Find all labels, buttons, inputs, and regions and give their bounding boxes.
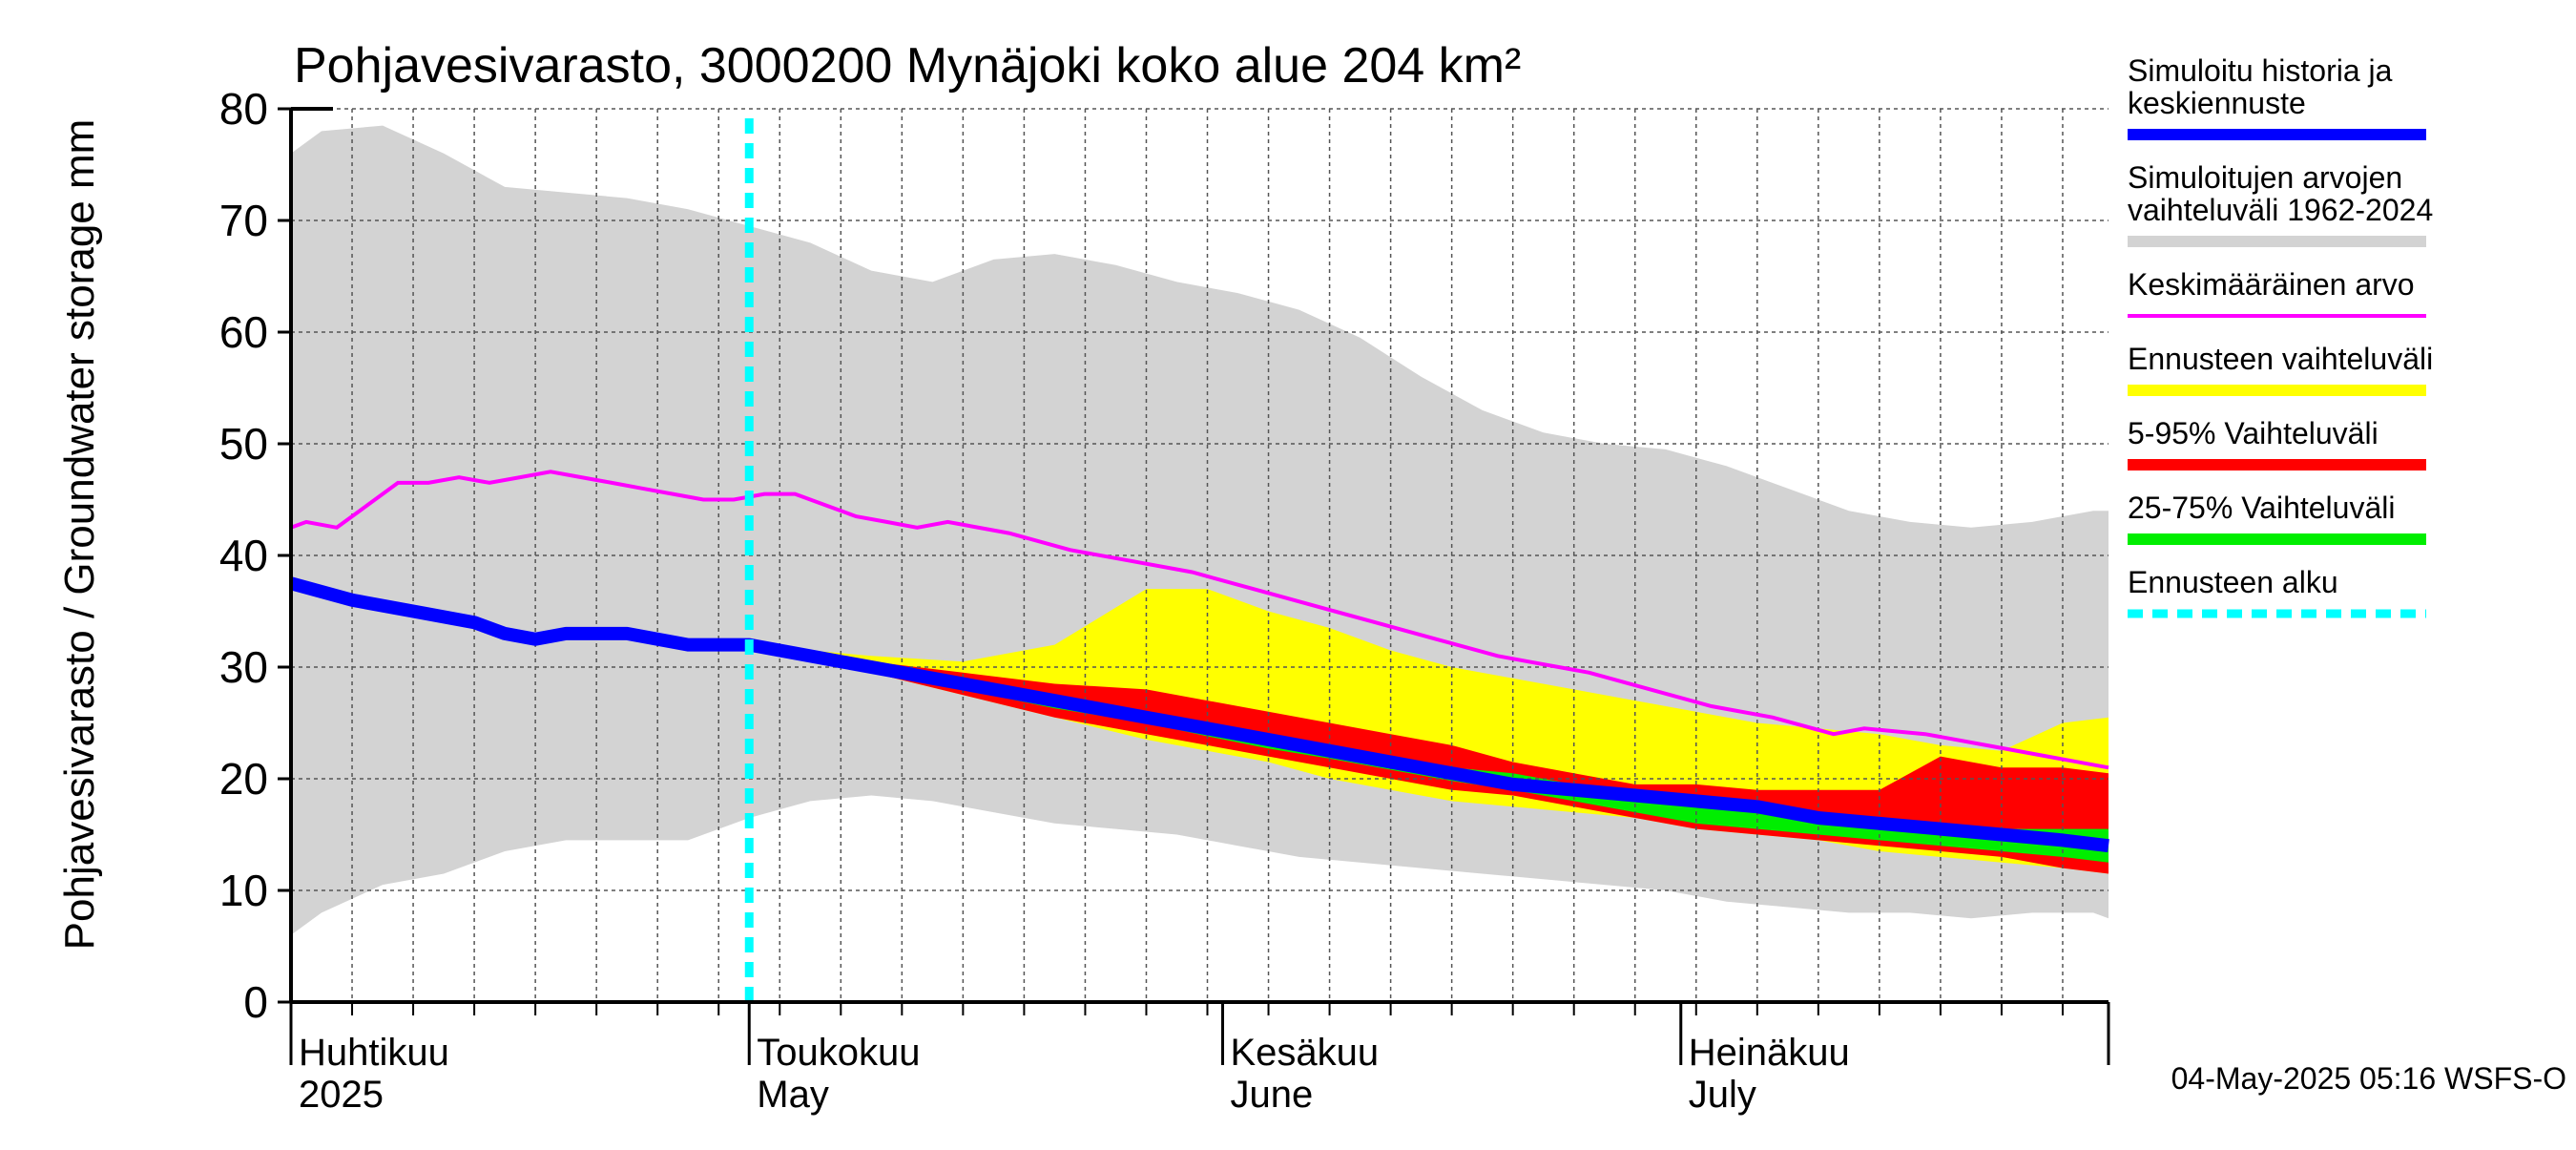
- y-tick-label: 20: [219, 754, 268, 804]
- legend-label: Ennusteen alku: [2128, 565, 2338, 599]
- legend-label: 25-75% Vaihteluväli: [2128, 491, 2395, 525]
- mean-line: [290, 470, 2109, 770]
- month-label-fi: Kesäkuu: [1231, 1032, 1380, 1074]
- legend-item: 5-95% Vaihteluväli: [2128, 416, 2426, 470]
- month-label-fi: Huhtikuu: [299, 1032, 449, 1074]
- legend-item: Ennusteen vaihteluväli: [2128, 342, 2433, 396]
- y-tick-label: 60: [219, 307, 268, 357]
- month-label-en: July: [1689, 1074, 1756, 1116]
- y-tick-label: 0: [243, 977, 268, 1027]
- legend: Simuloitu historia jakeskiennusteSimuloi…: [2128, 53, 2433, 618]
- y-axis-label: Pohjavesivarasto / Groundwater storage m…: [56, 119, 103, 951]
- month-label-en: June: [1231, 1074, 1314, 1116]
- month-label-fi: Toukokuu: [757, 1032, 920, 1074]
- timestamp: 04-May-2025 05:16 WSFS-O: [2171, 1061, 2566, 1096]
- y-tick-label: 70: [219, 196, 268, 245]
- legend-label: vaihteluväli 1962-2024: [2128, 193, 2433, 227]
- legend-label: Ennusteen vaihteluväli: [2128, 342, 2433, 376]
- legend-label: keskiennuste: [2128, 86, 2306, 120]
- chart-lines: [289, 118, 2109, 1002]
- month-label-fi: Heinäkuu: [1689, 1032, 1850, 1074]
- month-label-en: 2025: [299, 1074, 384, 1116]
- legend-label: Keskimääräinen arvo: [2128, 267, 2415, 302]
- y-tick-label: 40: [219, 531, 268, 580]
- y-tick-label: 10: [219, 866, 268, 915]
- y-tick-label: 50: [219, 419, 268, 469]
- month-label-en: May: [757, 1074, 829, 1116]
- legend-label: Simuloitu historia ja: [2128, 53, 2393, 88]
- y-tick-label: 80: [219, 84, 268, 134]
- legend-item: Keskimääräinen arvo: [2128, 267, 2426, 318]
- chart-grid: [290, 108, 2109, 1002]
- legend-label: 5-95% Vaihteluväli: [2128, 416, 2379, 450]
- legend-item: Ennusteen alku: [2128, 565, 2426, 618]
- history-forecast-line: [289, 576, 2109, 853]
- legend-label: Simuloitujen arvojen: [2128, 160, 2402, 195]
- p25-75-band: [749, 644, 2109, 863]
- chart-title: Pohjavesivarasto, 3000200 Mynäjoki koko …: [294, 38, 1521, 94]
- legend-item: 25-75% Vaihteluväli: [2128, 491, 2426, 545]
- y-tick-label: 30: [219, 642, 268, 692]
